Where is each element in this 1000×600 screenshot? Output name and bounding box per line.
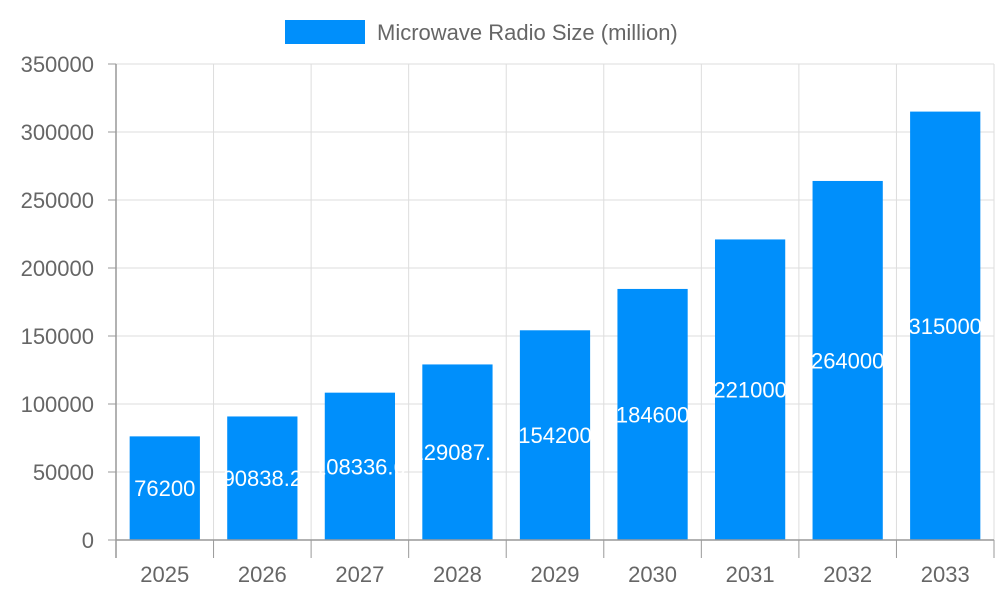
grid [116, 63, 995, 540]
data-label: 221000 [713, 378, 786, 403]
data-label: 76200 [134, 476, 195, 501]
bar[interactable] [714, 239, 786, 540]
data-label: 184600 [616, 402, 689, 427]
y-tick-label: 0 [82, 528, 94, 553]
y-tick-label: 250000 [21, 188, 94, 213]
bar[interactable] [910, 111, 981, 540]
bar[interactable] [129, 436, 200, 540]
data-label: 108336.6 [314, 454, 406, 479]
x-tick-label: 2029 [531, 562, 580, 587]
legend[interactable]: Microwave Radio Size (million) [285, 20, 678, 45]
data-label: 90838.2 [223, 466, 303, 491]
y-axis-ticks: 0 50000 100000 150000 200000 250000 300000 3500… [21, 52, 116, 553]
bar[interactable] [227, 416, 298, 540]
x-tick-label: 2033 [921, 562, 970, 587]
data-label: 129087.1 [412, 440, 504, 465]
bar[interactable] [422, 364, 493, 540]
data-label: 154200 [518, 423, 591, 448]
x-tick-label: 2027 [335, 562, 384, 587]
legend-label: Microwave Radio Size (million) [377, 20, 678, 45]
y-tick-label: 150000 [21, 324, 94, 349]
x-tick-label: 2031 [726, 562, 775, 587]
bars [129, 111, 981, 540]
data-label: 315000 [909, 314, 982, 339]
y-tick-label: 300000 [21, 120, 94, 145]
y-tick-label: 200000 [21, 256, 94, 281]
bar[interactable] [324, 392, 396, 540]
bar[interactable] [812, 180, 883, 540]
x-tick-label: 2028 [433, 562, 482, 587]
x-tick-label: 2025 [140, 562, 189, 587]
x-tick-label: 2030 [628, 562, 677, 587]
legend-swatch [285, 20, 365, 44]
bar[interactable] [617, 288, 688, 540]
y-tick-label: 100000 [21, 392, 94, 417]
x-axis-ticks: 2025 2026 2027 2028 2029 2030 2031 2032 2033 [115, 540, 995, 587]
x-tick-label: 2032 [823, 562, 872, 587]
x-tick-label: 2026 [238, 562, 287, 587]
y-tick-label: 350000 [21, 52, 94, 77]
data-label: 264000 [811, 348, 884, 373]
y-tick-label: 50000 [33, 460, 94, 485]
bar[interactable] [519, 330, 591, 540]
